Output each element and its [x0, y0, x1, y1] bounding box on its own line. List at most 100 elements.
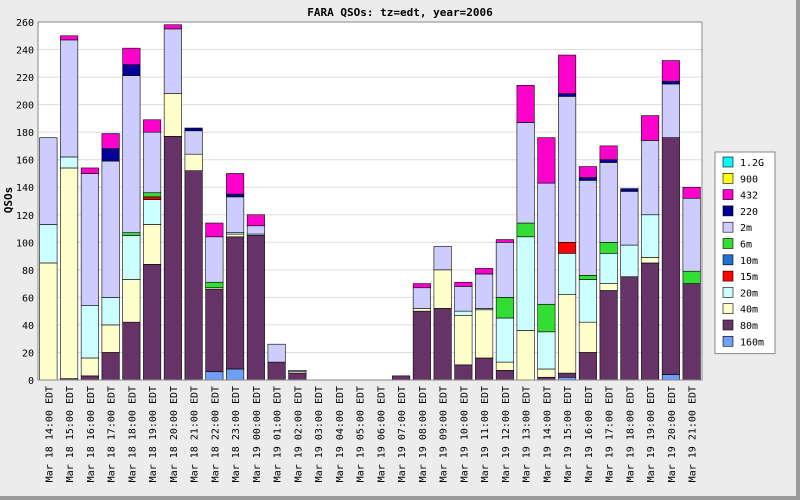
x-tick-label: Mar 19 05:00 EDT	[356, 386, 367, 482]
bar-segment-80m	[412, 310, 431, 381]
x-tick-label: Mar 19 02:00 EDT	[293, 386, 304, 482]
x-tick-label: Mar 19 17:00 EDT	[605, 386, 616, 482]
legend-swatch	[722, 189, 734, 200]
legend-label: 80m	[740, 321, 758, 332]
bar-segment-40m	[184, 153, 203, 171]
bar-segment-20m	[641, 214, 660, 258]
bar-segment-6m	[682, 270, 701, 284]
bar-segment-20m	[516, 236, 535, 331]
bar-segment-20m	[599, 253, 618, 284]
bar-segment-20m	[578, 279, 597, 323]
bar-segment-6m	[516, 222, 535, 238]
bar-segment-432	[205, 222, 224, 238]
bar-segment-432	[599, 145, 618, 160]
bar-segment-20m	[60, 156, 79, 169]
x-tick-label: Mar 19 18:00 EDT	[625, 386, 636, 482]
bar-segment-2m	[184, 130, 203, 155]
x-tick-label: Mar 19 08:00 EDT	[418, 386, 429, 482]
y-tick-label: 80	[22, 266, 34, 277]
x-tick-label: Mar 18 21:00 EDT	[190, 386, 201, 482]
x-tick-label: Mar 19 15:00 EDT	[563, 386, 574, 482]
bar-segment-6m	[122, 232, 141, 236]
bar-segment-432	[516, 85, 535, 123]
bar-segment-40m	[122, 279, 141, 323]
bar-segment-160m	[205, 371, 224, 381]
bars	[37, 21, 703, 381]
bar-segment-20m	[620, 244, 639, 278]
bar-segment-2m	[661, 83, 680, 138]
bar-segment-40m	[454, 314, 473, 366]
bar-segment-20m	[537, 331, 556, 370]
bar-segment-15m	[558, 242, 577, 254]
bar-segment-20m	[101, 297, 120, 326]
bar-segment-80m	[620, 276, 639, 381]
legend-label: 160m	[740, 337, 764, 348]
legend-label: 2m	[740, 223, 752, 234]
x-tick-label: Mar 19 01:00 EDT	[273, 386, 284, 482]
y-axis-label: QSOs	[2, 187, 15, 214]
bar-segment-80m	[101, 352, 120, 381]
y-tick-label: 220	[16, 73, 34, 84]
bar-segment-80m	[433, 308, 452, 381]
bar-segment-40m	[558, 294, 577, 374]
legend: 1.2G 900 432 220 2m 6m 10m 15m 20m 40m 80m 160m	[714, 151, 776, 355]
bar-segment-2m	[620, 191, 639, 246]
bar-segment-80m	[682, 283, 701, 381]
x-tick-label: Mar 19 11:00 EDT	[480, 386, 491, 482]
x-tick-label: Mar 19 04:00 EDT	[335, 386, 346, 482]
bar-segment-432	[454, 281, 473, 287]
bar-segment-2m	[143, 131, 162, 194]
bar-segment-432	[60, 35, 79, 41]
x-tick-label: Mar 18 14:00 EDT	[44, 386, 55, 482]
x-tick-label: Mar 18 16:00 EDT	[86, 386, 97, 482]
y-tick-labels: 0 20 40 60 80 100 120 140 160 180 200 220 240 260	[16, 18, 34, 387]
bar-segment-15m	[143, 196, 162, 200]
x-tick-label: Mar 19 20:00 EDT	[667, 386, 678, 482]
y-tick-label: 240	[16, 46, 34, 57]
bar-segment-40m	[599, 283, 618, 291]
y-tick-label: 60	[22, 293, 34, 304]
bar-segment-40m	[578, 321, 597, 353]
x-tick-label: Mar 19 00:00 EDT	[252, 386, 263, 482]
bar-segment-80m	[143, 264, 162, 381]
bar-segment-6m	[537, 303, 556, 333]
legend-swatch	[722, 205, 734, 217]
bar-segment-432	[495, 239, 514, 243]
legend-label: 432	[740, 191, 758, 202]
bar-segment-40m	[412, 308, 431, 312]
bar-segment-2m	[454, 286, 473, 312]
bar-segment-6m	[495, 297, 514, 319]
bar-segment-40m	[101, 324, 120, 353]
bar-segment-2m	[267, 343, 286, 363]
x-tick-label: Mar 19 14:00 EDT	[542, 386, 553, 482]
bar-segment-220	[122, 64, 141, 77]
bar-segment-40m	[80, 357, 99, 377]
bar-segment-40m	[495, 361, 514, 371]
bar-segment-40m	[537, 368, 556, 378]
bar-segment-80m	[267, 361, 286, 381]
y-tick-label: 120	[16, 211, 34, 222]
bar-segment-432	[412, 283, 431, 289]
bar-segment-40m	[433, 269, 452, 309]
bar-segment-2m	[475, 273, 494, 309]
bar-segment-432	[641, 115, 660, 141]
x-tick-label: Mar 19 03:00 EDT	[314, 386, 325, 482]
x-tick-label: Mar 18 18:00 EDT	[127, 386, 138, 482]
bar-segment-80m	[641, 262, 660, 381]
bar-segment-80m	[122, 321, 141, 381]
bar-segment-2m	[39, 137, 58, 225]
bar-segment-80m	[80, 375, 99, 381]
bar-segment-6m	[205, 281, 224, 289]
bar-segment-20m	[80, 305, 99, 359]
legend-swatch	[722, 238, 734, 249]
bar-segment-220	[184, 127, 203, 132]
bar-segment-220	[101, 148, 120, 162]
bar-segment-2m	[682, 197, 701, 272]
bar-segment-20m	[122, 235, 141, 280]
bar-segment-80m	[205, 288, 224, 373]
x-tick-label: Mar 19 07:00 EDT	[397, 386, 408, 482]
bar-segment-2m	[578, 180, 597, 276]
legend-label: 6m	[740, 240, 752, 251]
legend-swatch	[722, 335, 734, 347]
